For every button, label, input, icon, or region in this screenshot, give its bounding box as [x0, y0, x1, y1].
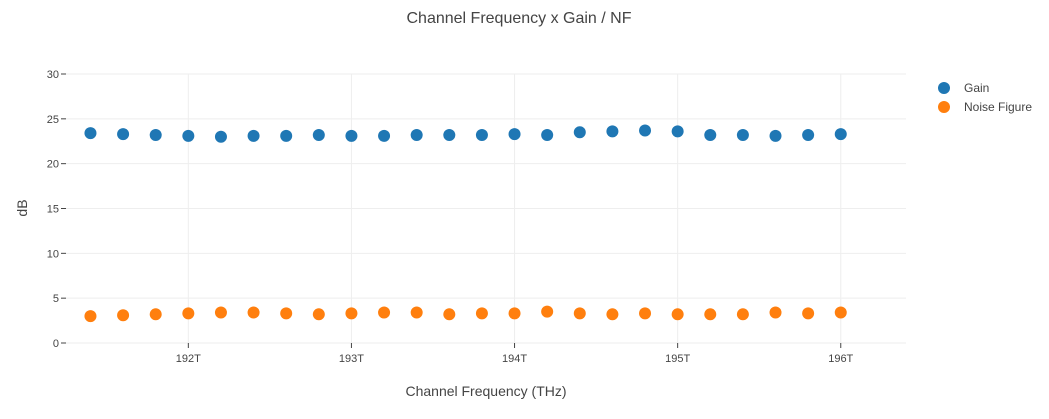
noise-figure-point[interactable]	[475, 307, 488, 320]
noise-figure-point[interactable]	[508, 307, 521, 320]
legend-marker-noise-figure	[938, 101, 950, 113]
noise-figure-point[interactable]	[214, 306, 227, 319]
gain-point[interactable]	[280, 129, 293, 142]
y-tick-label: 20	[47, 159, 59, 171]
legend[interactable]: Gain Noise Figure	[938, 81, 1032, 114]
axis-layer: 0 5 10 15 20 25 30 192T 193T 194T 195T 196T	[47, 69, 854, 365]
chart-title: Channel Frequency x Gain / NF	[407, 10, 632, 27]
noise-figure-point[interactable]	[247, 306, 260, 319]
noise-figure-point[interactable]	[410, 306, 423, 319]
gain-point[interactable]	[606, 125, 619, 138]
noise-figure-point[interactable]	[280, 307, 293, 320]
gain-point[interactable]	[410, 128, 423, 141]
gain-point[interactable]	[736, 128, 749, 141]
legend-marker-gain	[938, 82, 950, 94]
x-tick-label: 194T	[502, 353, 527, 365]
legend-item-noise-figure[interactable]: Noise Figure	[938, 100, 1032, 114]
noise-figure-point[interactable]	[312, 308, 325, 321]
noise-figure-point[interactable]	[378, 306, 391, 319]
gain-point[interactable]	[769, 129, 782, 142]
gain-point[interactable]	[671, 125, 684, 138]
noise-figure-point[interactable]	[149, 308, 162, 321]
gain-point[interactable]	[117, 128, 130, 141]
legend-item-gain[interactable]: Gain	[938, 81, 989, 95]
y-tick-label: 15	[47, 204, 59, 216]
y-tick-label: 0	[53, 338, 59, 350]
x-tick-label: 193T	[339, 353, 364, 365]
gain-point[interactable]	[84, 127, 97, 140]
gain-point[interactable]	[541, 128, 554, 141]
gain-point[interactable]	[508, 128, 521, 141]
gain-point[interactable]	[345, 129, 358, 142]
y-tick-label: 10	[47, 248, 59, 260]
grid-layer	[66, 73, 906, 344]
legend-label-gain: Gain	[964, 81, 989, 95]
y-axis-label: dB	[14, 199, 30, 216]
gain-point[interactable]	[378, 129, 391, 142]
gain-point[interactable]	[182, 129, 195, 142]
noise-figure-point[interactable]	[117, 309, 130, 322]
gain-point[interactable]	[834, 128, 847, 141]
gain-point[interactable]	[573, 126, 586, 139]
gain-point[interactable]	[704, 128, 717, 141]
noise-figure-point[interactable]	[182, 307, 195, 320]
gain-point[interactable]	[247, 129, 260, 142]
noise-figure-point[interactable]	[345, 307, 358, 320]
gain-point[interactable]	[802, 128, 815, 141]
points-layer	[84, 124, 847, 323]
noise-figure-point[interactable]	[573, 307, 586, 320]
y-tick-label: 30	[47, 69, 59, 81]
noise-figure-point[interactable]	[606, 308, 619, 321]
noise-figure-point[interactable]	[704, 308, 717, 321]
gain-point[interactable]	[312, 128, 325, 141]
y-tick-label: 5	[53, 293, 59, 305]
gain-point[interactable]	[639, 124, 652, 137]
x-tick-label: 192T	[176, 353, 201, 365]
noise-figure-point[interactable]	[834, 306, 847, 319]
noise-figure-point[interactable]	[443, 308, 456, 321]
x-axis-label: Channel Frequency (THz)	[405, 383, 566, 399]
gain-point[interactable]	[475, 128, 488, 141]
gain-point[interactable]	[149, 128, 162, 141]
noise-figure-point[interactable]	[84, 310, 97, 323]
noise-figure-point[interactable]	[541, 305, 554, 318]
y-tick-label: 25	[47, 114, 59, 126]
noise-figure-point[interactable]	[769, 306, 782, 319]
noise-figure-point[interactable]	[802, 307, 815, 320]
gain-point[interactable]	[214, 130, 227, 143]
legend-label-noise-figure: Noise Figure	[964, 100, 1032, 114]
noise-figure-point[interactable]	[639, 307, 652, 320]
noise-figure-point[interactable]	[736, 308, 749, 321]
noise-figure-point[interactable]	[671, 308, 684, 321]
x-tick-label: 195T	[665, 353, 690, 365]
x-tick-label: 196T	[828, 353, 853, 365]
gain-point[interactable]	[443, 128, 456, 141]
